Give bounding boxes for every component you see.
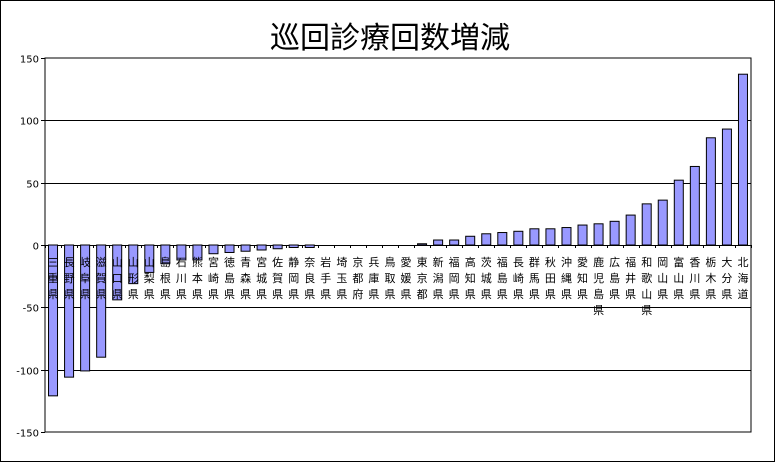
bar: [80, 244, 91, 372]
y-tick-label: 0: [33, 242, 39, 253]
bar: [497, 232, 508, 246]
bar: [673, 179, 684, 246]
bar: [449, 239, 460, 246]
x-category-label: 栃木県: [705, 255, 716, 301]
x-category-label: 高知県: [465, 255, 476, 301]
bar: [112, 244, 123, 301]
bar: [224, 244, 235, 253]
bar: [144, 244, 155, 273]
bar: [625, 214, 636, 246]
bar: [272, 244, 283, 250]
bar: [609, 220, 620, 246]
x-category-label: 長野県: [64, 256, 75, 301]
y-tick-label: -100: [16, 367, 39, 378]
x-category-label: 茨城県: [481, 255, 492, 301]
y-tick-label: 100: [20, 117, 39, 128]
x-category-label: 佐賀県: [272, 255, 283, 301]
bar: [577, 224, 588, 246]
bar: [208, 244, 219, 255]
x-category-label: 三重県: [48, 256, 59, 301]
x-category-label: 新潟県: [433, 255, 444, 301]
x-category-label: 福井県: [625, 255, 636, 301]
y-tick-label: -150: [16, 429, 39, 440]
bar: [657, 199, 668, 246]
x-category-label: 富山県: [673, 255, 684, 301]
bar: [48, 244, 59, 397]
bar: [705, 137, 716, 246]
x-category-label: 広島県: [609, 256, 620, 301]
x-category-label: 奈良県: [304, 255, 315, 301]
bar: [64, 244, 75, 378]
x-category-label: 秋田県: [545, 255, 556, 301]
bar: [96, 244, 107, 358]
x-category-label: 島根県: [160, 255, 171, 301]
x-category-label: 熊本県: [192, 255, 203, 301]
bar: [176, 244, 187, 261]
x-category-label: 宮城県: [256, 255, 267, 301]
x-category-label: 埼玉県: [336, 255, 347, 301]
y-tick-label: -50: [23, 304, 39, 315]
bar: [545, 228, 556, 246]
chart-title: 巡回診療回数増減: [270, 21, 510, 56]
bar: [288, 244, 299, 248]
bar: [240, 244, 251, 252]
x-category-label: 鹿児島県: [593, 255, 604, 317]
x-category-label: 和歌山県: [641, 256, 652, 317]
bar: [160, 244, 171, 265]
x-category-label: 愛媛県: [401, 256, 412, 301]
x-category-label: 岐阜県: [80, 256, 91, 301]
bar: [465, 235, 476, 246]
bar: [641, 203, 652, 246]
x-category-label: 山梨県: [144, 256, 155, 301]
x-category-label: 宮崎県: [208, 255, 219, 301]
bar: [417, 243, 428, 246]
bar: [561, 227, 572, 246]
x-category-label: 静岡県: [288, 255, 299, 301]
x-category-label: 石川県: [176, 256, 187, 301]
bar: [192, 244, 203, 261]
x-category-label: 北海道: [737, 256, 748, 301]
bar: [433, 239, 444, 246]
x-category-label: 兵庫県: [368, 256, 379, 301]
x-category-label: 岩手県: [320, 255, 331, 301]
x-category-label: 長崎県: [513, 256, 524, 301]
bar: [304, 244, 315, 248]
bar: [529, 228, 540, 246]
x-category-label: 山口県: [112, 256, 123, 301]
x-category-label: 沖縄県: [561, 256, 572, 301]
x-category-label: 青森県: [240, 256, 251, 301]
x-category-label: 山形県: [128, 256, 139, 301]
x-category-label: 岡山県: [657, 256, 668, 301]
bar: [256, 244, 267, 251]
y-tick-label: 50: [26, 180, 39, 191]
x-category-label: 滋賀県: [96, 256, 107, 301]
x-category-label: 徳島県: [224, 256, 235, 301]
x-category-label: 福岡県: [449, 255, 460, 301]
bar: [128, 244, 139, 285]
y-tick-label: 150: [20, 55, 39, 66]
x-category-label: 京都府: [352, 255, 363, 301]
x-category-label: 愛知県: [577, 256, 588, 301]
x-category-label: 東京都: [417, 256, 428, 301]
bar: [721, 128, 732, 246]
bar: [689, 165, 700, 246]
x-category-label: 鳥取県: [384, 255, 395, 301]
x-category-label: 群馬県: [529, 255, 540, 301]
bar: [481, 233, 492, 246]
bar: [737, 73, 748, 246]
x-category-label: 福島県: [497, 255, 508, 301]
bar: [593, 223, 604, 246]
x-category-label: 香川県: [689, 256, 700, 301]
bar: [513, 230, 524, 246]
x-category-label: 大分県: [721, 255, 732, 301]
